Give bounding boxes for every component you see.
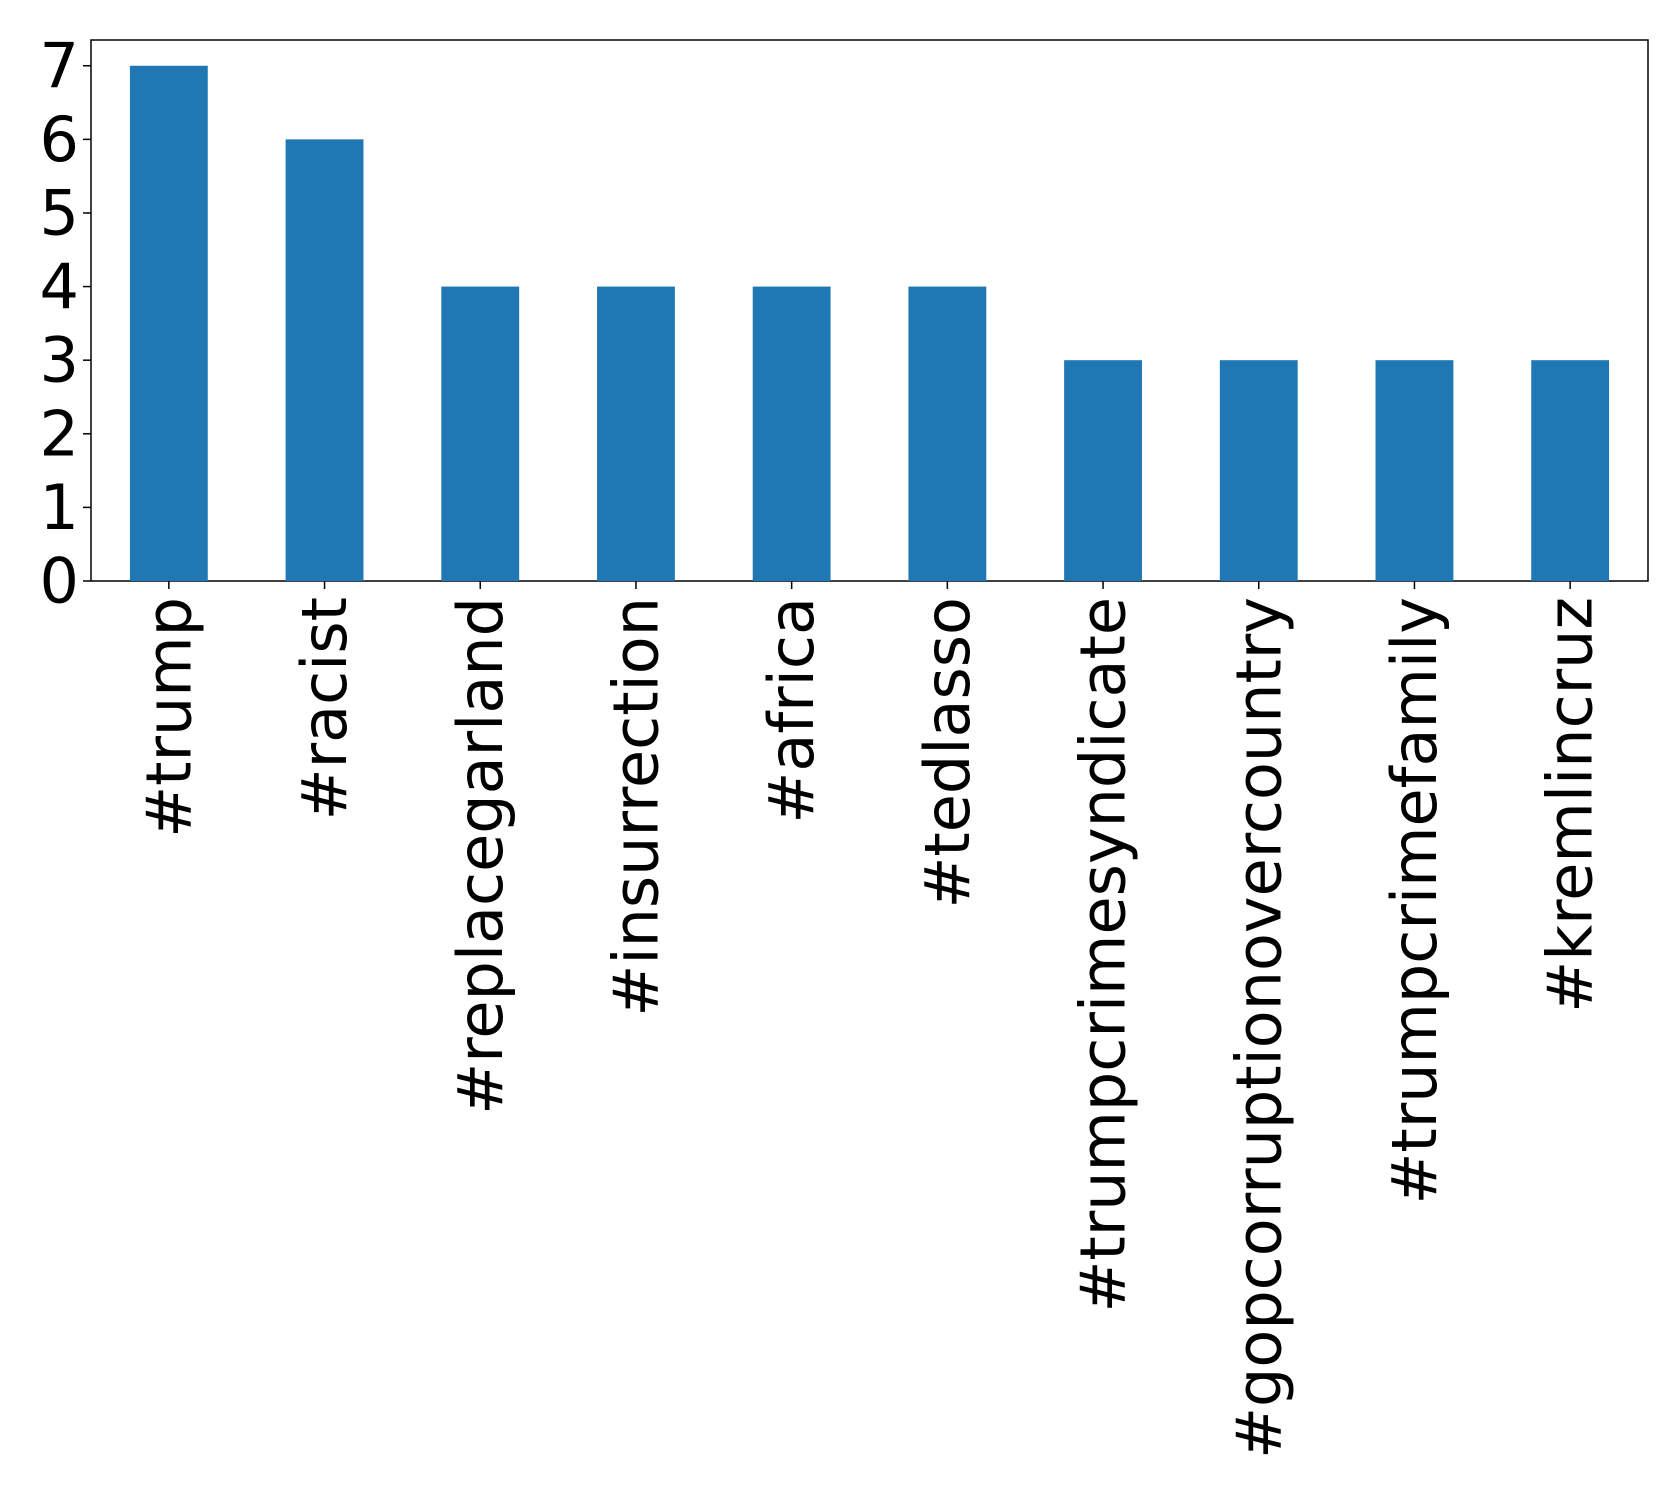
bar (752, 286, 831, 581)
x-tick-label: #africa (755, 597, 828, 824)
bar (129, 65, 208, 581)
x-tick-label: #trump (132, 597, 205, 838)
bar (1375, 360, 1454, 581)
y-tick-label: 7 (40, 29, 79, 102)
y-tick-label: 3 (40, 324, 79, 397)
bar (908, 286, 987, 581)
y-tick-label: 4 (40, 250, 79, 323)
x-tick-label: #gopcorruptionovercountry (1222, 597, 1295, 1459)
bar (1531, 360, 1610, 581)
plot-frame (90, 39, 1649, 582)
y-tick-label: 0 (40, 545, 79, 618)
y-tick-label: 2 (40, 397, 79, 470)
y-tick-label: 6 (40, 103, 79, 176)
y-tick-label: 5 (40, 176, 79, 249)
x-tick-label: #trumpcrimesyndicate (1067, 597, 1140, 1313)
x-tick-label: #racist (288, 597, 361, 820)
x-tick-label: #trumpcrimefamily (1378, 597, 1451, 1205)
x-tick-label: #replacegarland (444, 597, 517, 1115)
bar (285, 139, 364, 581)
bar (597, 286, 675, 581)
bar (1064, 360, 1142, 581)
x-tick-label: #tedlasso (911, 597, 984, 909)
x-tick-label: #insurrection (599, 597, 672, 1017)
y-tick-label: 1 (40, 471, 79, 544)
bar (441, 286, 520, 581)
bar (1219, 360, 1298, 581)
x-tick-label: #kremlincruz (1534, 597, 1607, 1013)
